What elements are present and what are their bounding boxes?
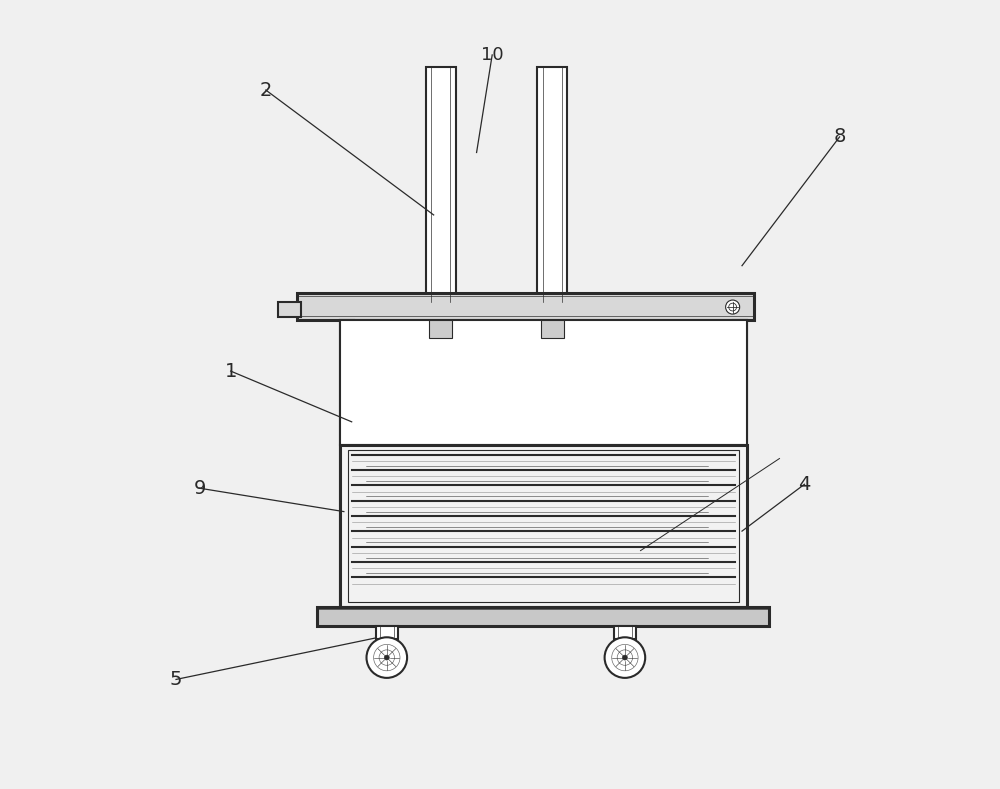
Text: 10: 10 <box>481 46 504 64</box>
FancyBboxPatch shape <box>340 445 747 607</box>
FancyBboxPatch shape <box>429 320 452 338</box>
FancyBboxPatch shape <box>317 607 769 626</box>
Text: 9: 9 <box>193 479 206 498</box>
Text: 8: 8 <box>833 127 846 147</box>
Circle shape <box>622 655 627 660</box>
FancyBboxPatch shape <box>340 320 354 609</box>
Text: 1: 1 <box>224 361 237 380</box>
FancyBboxPatch shape <box>614 626 636 639</box>
Text: 5: 5 <box>170 670 182 689</box>
FancyBboxPatch shape <box>537 66 567 302</box>
FancyBboxPatch shape <box>376 626 398 639</box>
Circle shape <box>726 300 740 314</box>
Circle shape <box>384 655 389 660</box>
Text: 4: 4 <box>798 475 811 494</box>
Text: 2: 2 <box>260 80 272 99</box>
Circle shape <box>367 638 407 678</box>
FancyBboxPatch shape <box>297 293 754 320</box>
FancyBboxPatch shape <box>733 320 747 609</box>
FancyBboxPatch shape <box>278 302 301 317</box>
Circle shape <box>729 303 737 311</box>
FancyBboxPatch shape <box>340 320 747 445</box>
FancyBboxPatch shape <box>541 320 564 338</box>
Circle shape <box>605 638 645 678</box>
FancyBboxPatch shape <box>426 66 456 302</box>
